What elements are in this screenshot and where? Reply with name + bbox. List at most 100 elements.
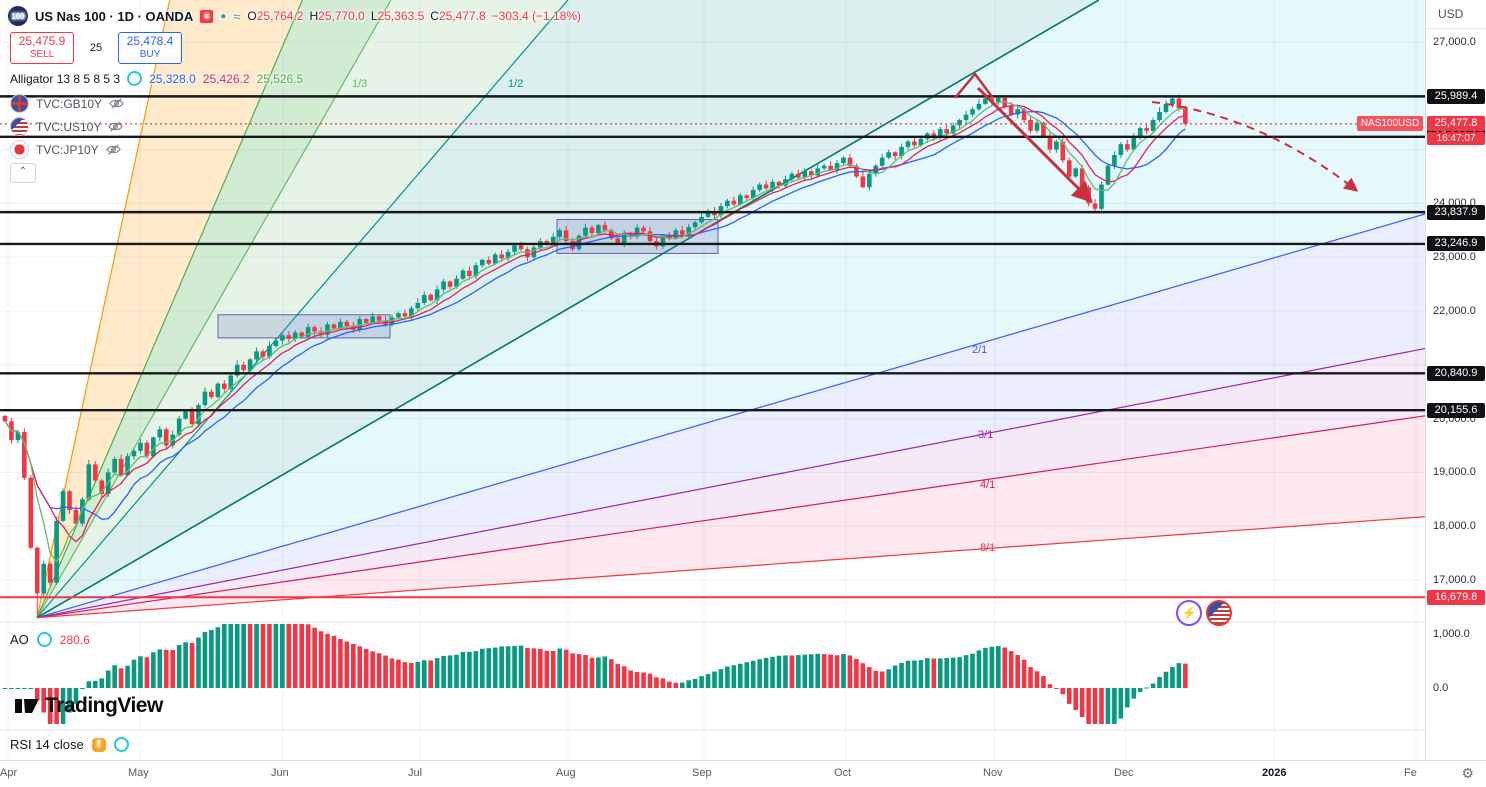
time-axis-month-label: Apr [0, 767, 18, 779]
spread-value: 25 [79, 32, 113, 64]
axis-tick-label: 23,000.0 [1433, 251, 1476, 264]
collapse-indicators-button[interactable]: ⌃ [10, 163, 36, 183]
horizontal-price-levels[interactable] [0, 95, 1425, 599]
price-level-badge: 23,837.9 [1427, 204, 1485, 220]
overlay-symbol: TVC:JP10Y [36, 142, 99, 157]
svg-text:2/1: 2/1 [972, 344, 987, 356]
close-value: 25,477.8 [438, 9, 486, 23]
axis-currency-label[interactable]: USD [1426, 0, 1486, 29]
low-label: L [370, 9, 378, 23]
sell-label: SELL [29, 49, 55, 60]
alligator-teeth-value: 25,426.2 [202, 71, 250, 86]
time-axis-month-label: Dec [1114, 767, 1134, 779]
symbol-logo[interactable]: 100 [8, 6, 28, 26]
alligator-indicator-row[interactable]: Alligator 13 8 5 8 5 3 25,328.0 25,426.2… [10, 71, 303, 86]
ao-title: AO [10, 632, 29, 647]
price-level-badge: 20,840.9 [1427, 365, 1485, 381]
time-axis-month-label: May [128, 767, 149, 779]
buy-label: BUY [139, 49, 161, 60]
svg-text:8/1: 8/1 [980, 542, 995, 554]
time-axis-month-label: Sep [692, 767, 712, 779]
overlay-symbol: TVC:US10Y [36, 119, 102, 134]
open-value: 25,764.2 [256, 9, 304, 23]
gear-icon[interactable]: ⚙ [1461, 765, 1474, 781]
svg-text:1/2: 1/2 [508, 78, 523, 90]
open-label: O [247, 9, 257, 23]
price-level-badge: 20,155.6 [1427, 402, 1485, 418]
alligator-title: Alligator 13 8 5 8 5 3 [10, 71, 121, 86]
tradingview-glyph-icon [15, 699, 39, 713]
price-axis[interactable]: USD 27,000.0 24,000.0 23,000.0 22,000.0 20,0… [1425, 0, 1486, 760]
ao-value: 280.6 [59, 632, 90, 647]
axis-tick-label: 27,000.0 [1433, 36, 1476, 48]
rsi-title: RSI 14 close [10, 737, 84, 752]
bar-countdown-badge: 16:47:07 [1427, 131, 1485, 145]
price-level-badge: 16,679.8 [1427, 589, 1485, 605]
buy-button[interactable]: 25,478.4 BUY [118, 32, 182, 64]
close-label: C [430, 9, 439, 23]
trade-panel: 25,475.9 SELL 25 25,478.4 BUY [10, 32, 182, 64]
current-price-symbol-label: NAS100USD [1357, 115, 1423, 131]
tradingview-logo[interactable]: TradingView [14, 694, 163, 718]
buy-price: 25,478.4 [126, 34, 174, 48]
red-chart-icon[interactable]: ≡ [200, 9, 214, 23]
rsi-indicator-row[interactable]: RSI 14 close ! [10, 737, 129, 752]
axis-tick-label: 17,000.0 [1433, 574, 1476, 586]
ao-axis-tick-label: 1,000.0 [1433, 628, 1470, 640]
high-value: 25,770.0 [318, 9, 365, 23]
overlay-row-gb10y[interactable]: TVC:GB10Y [10, 94, 124, 113]
time-axis-month-label: Aug [556, 767, 576, 779]
ohlc-values: O25,764.2 H25,770.0 L25,363.5 C25,477.8 … [247, 9, 581, 23]
loading-spinner-icon [127, 71, 143, 86]
time-axis-month-label: Oct [834, 767, 852, 779]
ao-indicator-row[interactable]: AO 280.6 [10, 632, 90, 647]
awesome-oscillator-histogram [2, 624, 1188, 724]
change-value: −303.4 (−1.18%) [491, 9, 582, 23]
us-flag-icon [10, 117, 29, 136]
time-axis-month-label: Jun [271, 767, 289, 779]
price-level-badge: 23,246.9 [1427, 236, 1485, 252]
time-axis-month-label: Jul [408, 767, 423, 779]
time-axis-month-label: Fe [1404, 767, 1417, 779]
time-axis-month-label: Nov [983, 767, 1003, 779]
time-axis[interactable]: ⚙ Apr May Jun Jul Aug Sep Oct Nov Dec 2026 Fe [0, 760, 1486, 787]
approx-icon: ≈ [233, 8, 241, 24]
warning-icon[interactable]: ! [91, 737, 106, 752]
overlay-row-us10y[interactable]: TVC:US10Y [10, 117, 124, 136]
axis-tick-label: 19,000.0 [1433, 466, 1476, 479]
svg-text:1/3: 1/3 [352, 78, 367, 90]
ao-axis-tick-label: 0.0 [1433, 682, 1449, 694]
eye-off-icon[interactable] [109, 96, 124, 111]
chart-mini-badges: ⚡ [1176, 600, 1232, 626]
symbol-title[interactable]: US Nas 100 · 1D · OANDA [35, 8, 194, 24]
lightning-icon[interactable]: ⚡ [1176, 600, 1202, 626]
gann-fan-bands [37, 0, 1425, 618]
overlay-row-jp10y[interactable]: TVC:JP10Y [10, 140, 121, 159]
gb-flag-icon [10, 94, 29, 113]
loading-spinner-icon [113, 737, 129, 752]
eye-off-icon[interactable] [108, 119, 124, 134]
eye-off-icon[interactable] [105, 142, 121, 157]
jp-flag-icon [10, 140, 29, 159]
main-chart[interactable]: 1/3 1/2 2/1 3/1 4/1 8/1 [0, 0, 1425, 760]
loading-spinner-icon [36, 632, 52, 647]
current-price-badge: 25,477.8 [1427, 115, 1485, 131]
alligator-jaw-value: 25,328.0 [149, 71, 196, 86]
us-flag-badge-icon[interactable] [1206, 600, 1232, 626]
high-label: H [309, 9, 319, 23]
axis-tick-label: 22,000.0 [1433, 305, 1476, 317]
sell-price: 25,475.9 [18, 34, 66, 48]
drawing-annotations[interactable] [954, 71, 1359, 203]
alligator-ma-lines [4, 101, 1186, 563]
axis-tick-label: 18,000.0 [1433, 520, 1476, 533]
sell-button[interactable]: 25,475.9 SELL [10, 32, 74, 64]
alligator-lips-value: 25,526.5 [256, 71, 304, 86]
low-value: 25,363.5 [377, 9, 425, 23]
time-axis-month-label: 2026 [1262, 767, 1287, 779]
overlay-symbol: TVC:GB10Y [36, 96, 103, 111]
svg-text:4/1: 4/1 [980, 479, 995, 491]
tradingview-wordmark: TradingView [45, 694, 163, 717]
price-level-badge: 25,989.4 [1427, 88, 1485, 104]
svg-text:3/1: 3/1 [978, 429, 993, 441]
